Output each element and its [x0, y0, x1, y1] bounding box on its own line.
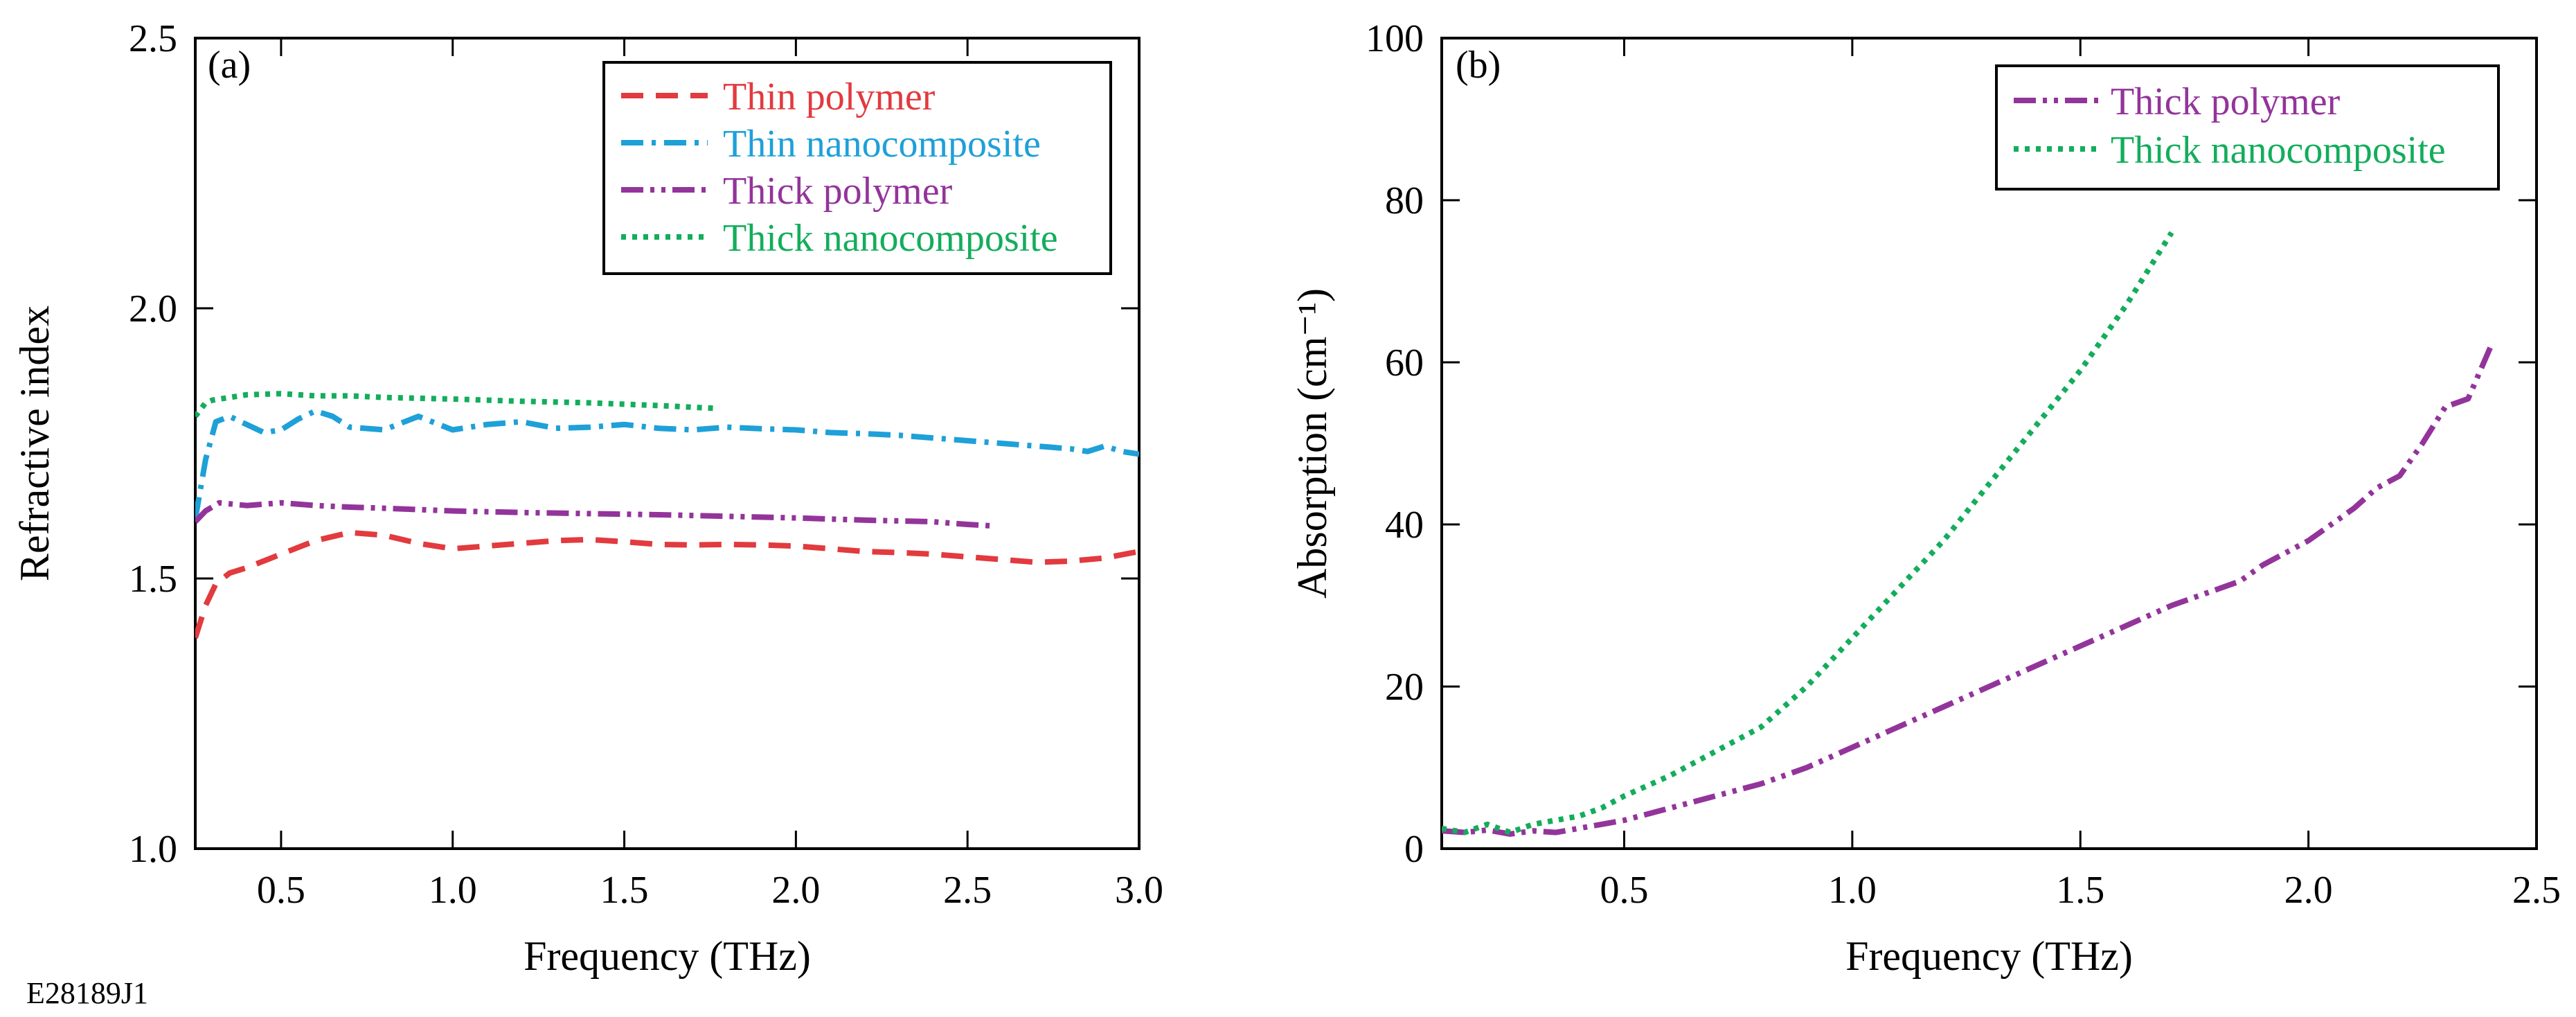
x-tick-label: 0.5: [257, 869, 305, 912]
series-line-thin-polymer: [195, 529, 1139, 639]
panel-a: (a) Frequency (THz) Refractive index 0.5…: [12, 17, 1163, 979]
x-tick-label: 1.0: [1828, 869, 1877, 912]
x-tick-label: 0.5: [1600, 869, 1649, 912]
y-tick-label: 1.5: [129, 558, 177, 601]
legend-box: [602, 61, 1112, 275]
plot-frame-b: [1440, 37, 2538, 850]
series-line-thick-nanocomposite: [1442, 231, 2174, 835]
series-line-thick-nanocomposite: [195, 391, 714, 418]
series-line-thin-nanocomposite: [195, 408, 1139, 520]
y-tick-label: 2.5: [129, 17, 177, 60]
y-tick-label: 80: [1385, 179, 1424, 222]
x-tick-label: 2.5: [943, 869, 992, 912]
legend-label: Thin nanocomposite: [723, 123, 1041, 166]
x-tick-label: 1.5: [2056, 869, 2104, 912]
plot-frame-a: [194, 37, 1141, 850]
x-tick-label: 1.0: [429, 869, 477, 912]
legend-label: Thick nanocomposite: [723, 217, 1058, 260]
y-tick-label: 20: [1385, 666, 1424, 709]
x-tick-label: 1.5: [600, 869, 649, 912]
x-axis-title-b: Frequency (THz): [1845, 933, 2133, 979]
legend-label: Thin polymer: [723, 76, 936, 118]
legend-b: Thick polymer Thick nanocomposite: [1995, 64, 2500, 191]
y-tick-label: 1.0: [129, 828, 177, 871]
figure-id: E28189J1: [26, 976, 148, 1010]
series-line-thick-polymer: [195, 499, 996, 529]
y-tick-label: 60: [1385, 342, 1424, 384]
x-tick-label: 2.0: [771, 869, 820, 912]
panel-label-b: (b): [1456, 44, 1501, 87]
legend-label: Thick polymer: [723, 170, 953, 213]
panel-b: (b) Frequency (THz) Absorption (cm⁻¹) 0.…: [1289, 17, 2561, 979]
y-tick-label: 40: [1385, 504, 1424, 547]
x-tick-label: 2.0: [2284, 869, 2333, 912]
x-axis-title-a: Frequency (THz): [524, 933, 811, 979]
legend-box: [1995, 64, 2500, 191]
legend-label: Thick polymer: [2111, 80, 2341, 123]
y-tick-label: 100: [1366, 17, 1424, 60]
panel-label-a: (a): [208, 44, 251, 87]
y-axis-title-b: Absorption (cm⁻¹): [1289, 288, 1335, 599]
x-tick-label: 2.5: [2512, 869, 2561, 912]
x-tick-label: 3.0: [1115, 869, 1163, 912]
y-tick-label: 0: [1404, 828, 1424, 871]
y-tick-label: 2.0: [129, 288, 177, 330]
legend-label: Thick nanocomposite: [2111, 129, 2446, 172]
series-line-thick-polymer: [1442, 345, 2494, 837]
y-axis-title-a: Refractive index: [12, 306, 57, 581]
